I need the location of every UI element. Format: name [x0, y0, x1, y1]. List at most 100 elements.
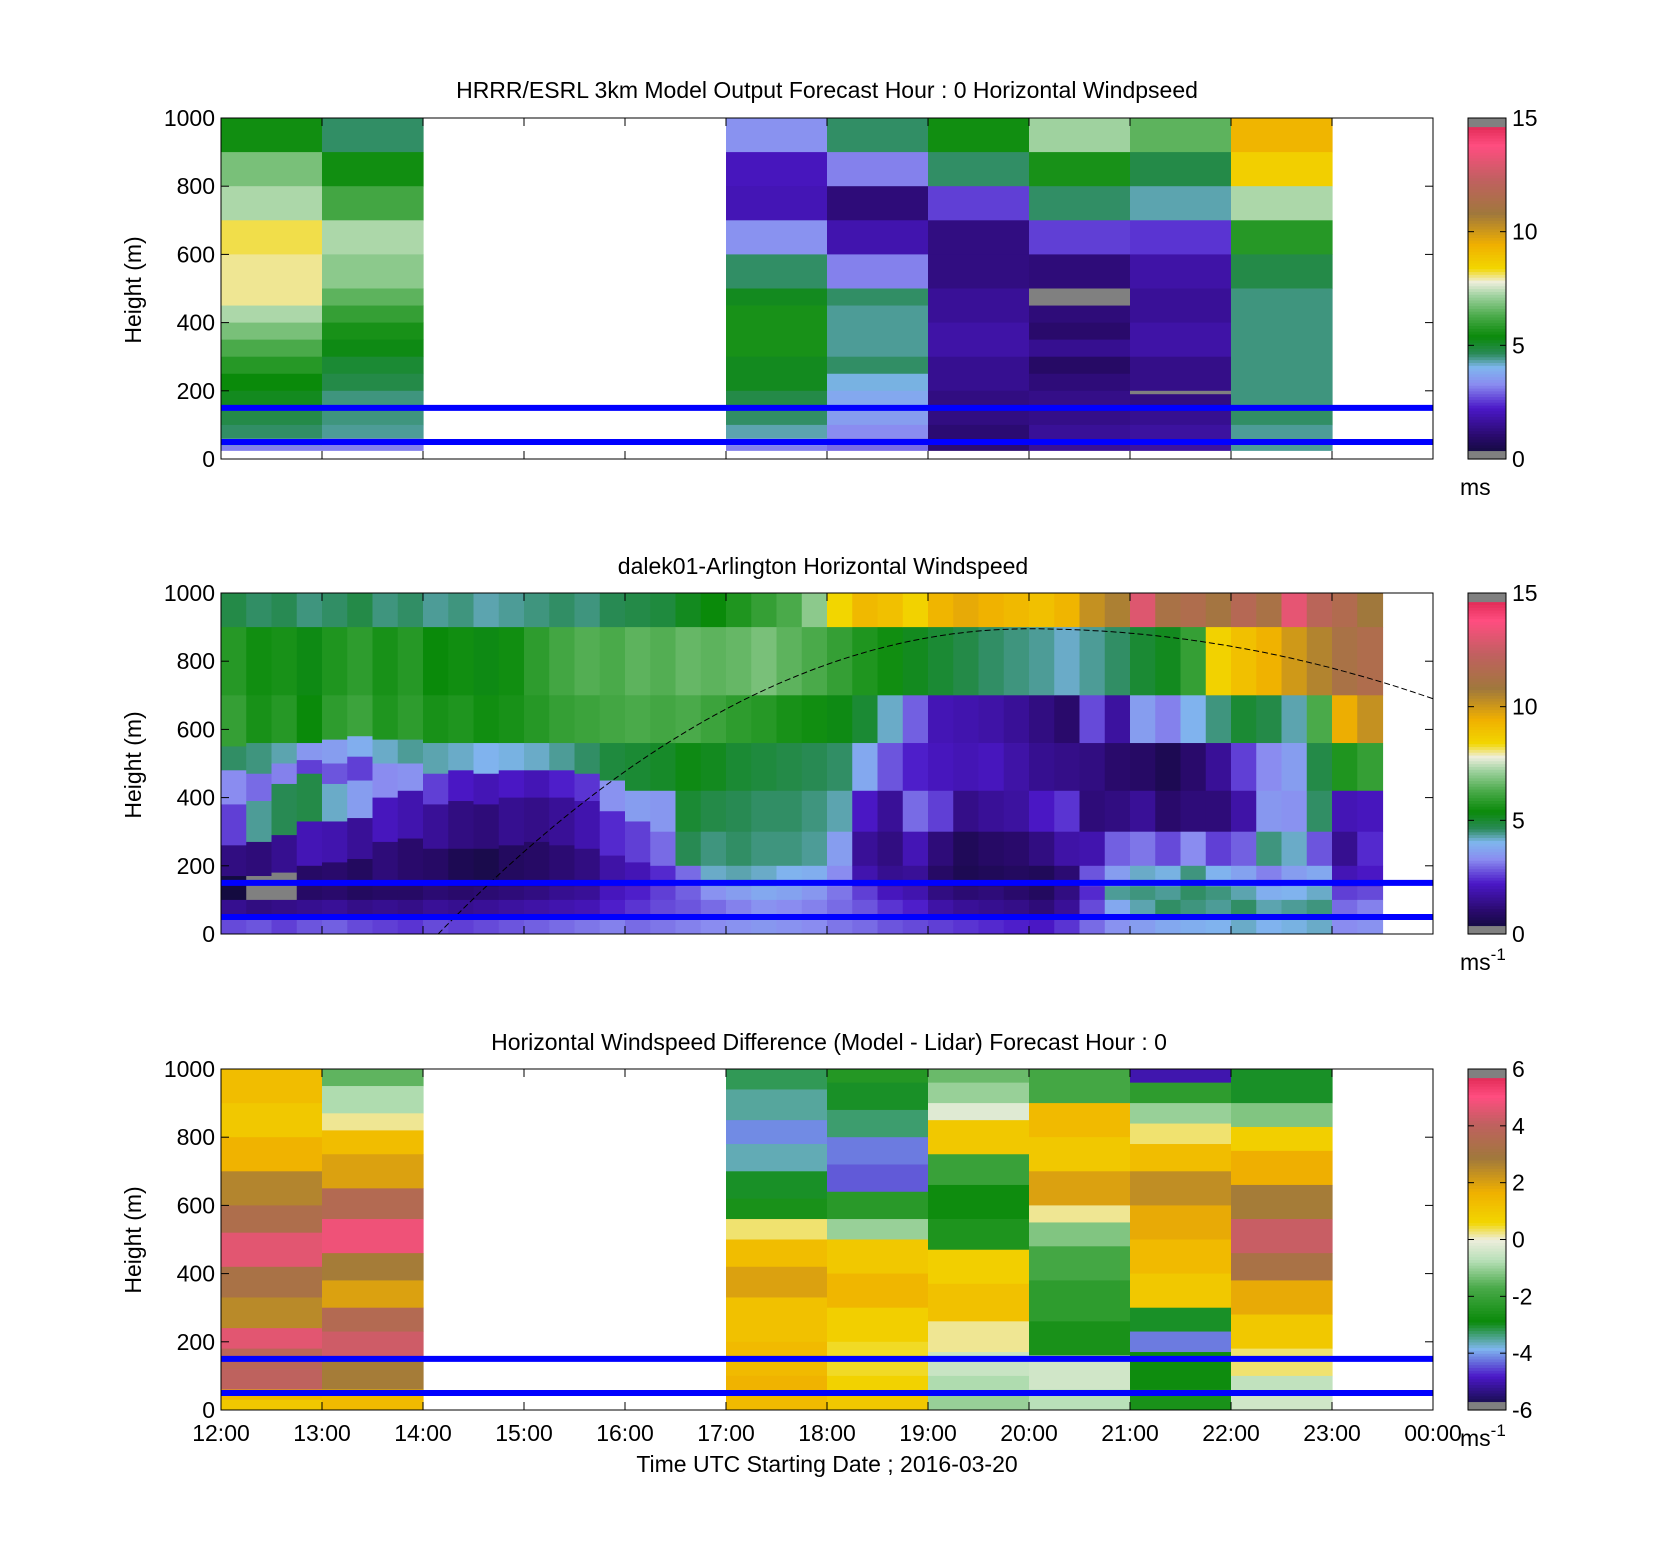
colorbar-segment [1468, 308, 1506, 312]
heatmap-cell [1003, 886, 1030, 901]
heatmap-cell [296, 760, 323, 775]
colorbar-segment [1468, 877, 1506, 881]
heatmap-cell [1306, 790, 1333, 833]
heatmap-cell [827, 1392, 929, 1410]
heatmap-cell [1256, 886, 1283, 901]
colorbar-segment [1468, 314, 1506, 318]
colorbar-segment [1468, 191, 1506, 196]
colorbar-segment [1468, 211, 1506, 216]
panel-3-heatmap-cells [221, 1069, 1333, 1410]
heatmap-cell [1130, 743, 1156, 792]
colorbar-segment [1468, 439, 1506, 443]
heatmap-cell [1357, 695, 1384, 744]
heatmap-cell [928, 1375, 1030, 1394]
colorbar-segment [1468, 749, 1506, 753]
heatmap-cell [928, 1219, 1030, 1251]
colorbar-segment [1468, 1253, 1506, 1258]
colorbar-unit-label: ms-1 [1460, 1421, 1506, 1451]
y-tick-label: 200 [177, 1329, 215, 1355]
heatmap-cell [1231, 1348, 1333, 1377]
heatmap-cell [827, 424, 929, 439]
colorbar-segment [1468, 1267, 1506, 1272]
heatmap-cell [751, 743, 778, 792]
heatmap-cell [1029, 118, 1131, 153]
colorbar-segment [1468, 732, 1506, 736]
colorbar-segment [1468, 1162, 1506, 1167]
heatmap-cell [726, 186, 828, 221]
heatmap-cell [423, 848, 449, 884]
heatmap-cell [827, 407, 929, 426]
heatmap-cell [902, 695, 929, 744]
colorbar-segment [1468, 299, 1506, 304]
colorbar-segment [1468, 760, 1506, 765]
heatmap-cell [827, 627, 853, 696]
heatmap-cell [498, 743, 525, 771]
heatmap-cell [1003, 831, 1030, 867]
colorbar-segment [1468, 891, 1506, 895]
heatmap-cell [1130, 390, 1232, 395]
colorbar-segment [1468, 413, 1506, 417]
heatmap-cell [271, 593, 298, 628]
colorbar-segment [1468, 1353, 1506, 1357]
heatmap-cell [776, 831, 803, 867]
colorbar-segment [1468, 171, 1506, 176]
heatmap-cell [397, 739, 424, 764]
heatmap-cell [650, 831, 677, 867]
heatmap-cell [574, 743, 601, 775]
y-tick-label: 600 [177, 1192, 215, 1218]
colorbar-segment [1468, 268, 1506, 273]
heatmap-cell [902, 790, 929, 833]
heatmap-cell [1130, 627, 1156, 696]
heatmap-cell [599, 899, 626, 918]
heatmap-cell [1079, 790, 1106, 833]
heatmap-cell [1256, 916, 1283, 934]
heatmap-cell [827, 1164, 929, 1193]
heatmap-cell [675, 831, 702, 867]
colorbar-segment [1468, 1142, 1506, 1147]
heatmap-cell [221, 407, 323, 426]
heatmap-cell [700, 899, 727, 918]
heatmap-cell [1155, 593, 1182, 628]
colorbar-segment [1468, 373, 1506, 378]
heatmap-cell [978, 886, 1005, 901]
heatmap-cell [751, 627, 778, 696]
heatmap-cell [726, 445, 828, 451]
heatmap-cell [1205, 831, 1232, 867]
heatmap-cell [423, 882, 449, 901]
heatmap-cell [801, 831, 828, 867]
panel-difference: Horizontal Windspeed Difference (Model -… [120, 1029, 1533, 1477]
heatmap-cell [928, 627, 954, 696]
colorbar-segment [1468, 1290, 1506, 1295]
colorbar-segment [1468, 399, 1506, 403]
heatmap-cell [726, 288, 828, 306]
colorbar-segment [1468, 666, 1506, 671]
colorbar-segment [1468, 1120, 1506, 1124]
heatmap-cell [1130, 394, 1232, 409]
heatmap-cell [1180, 593, 1207, 628]
colorbar-segment [1468, 1100, 1506, 1104]
colorbar-segment [1468, 1105, 1506, 1110]
heatmap-cell [625, 821, 651, 863]
heatmap-cell [827, 790, 853, 833]
heatmap-cell [675, 899, 702, 918]
colorbar-segment [1468, 1225, 1506, 1229]
heatmap-cell [650, 899, 677, 918]
colorbar-segment [1468, 1270, 1506, 1275]
heatmap-cell [524, 627, 550, 696]
heatmap-cell [1357, 886, 1384, 901]
heatmap-cell [852, 831, 879, 867]
heatmap-cell [246, 695, 273, 744]
colorbar-segment [1468, 436, 1506, 440]
colorbar-segment [1468, 899, 1506, 904]
heatmap-cell [1029, 1103, 1131, 1138]
panel-model-windspeed: HRRR/ESRL 3km Model Output Forecast Hour… [120, 77, 1538, 500]
heatmap-cell [675, 886, 702, 901]
heatmap-cell [473, 743, 500, 775]
colorbar-segment [1468, 1165, 1506, 1170]
heatmap-cell [347, 899, 374, 918]
colorbar-segment [1468, 621, 1506, 625]
colorbar-segment [1468, 356, 1506, 361]
colorbar-segment [1468, 928, 1506, 932]
heatmap-cell [1003, 695, 1030, 744]
